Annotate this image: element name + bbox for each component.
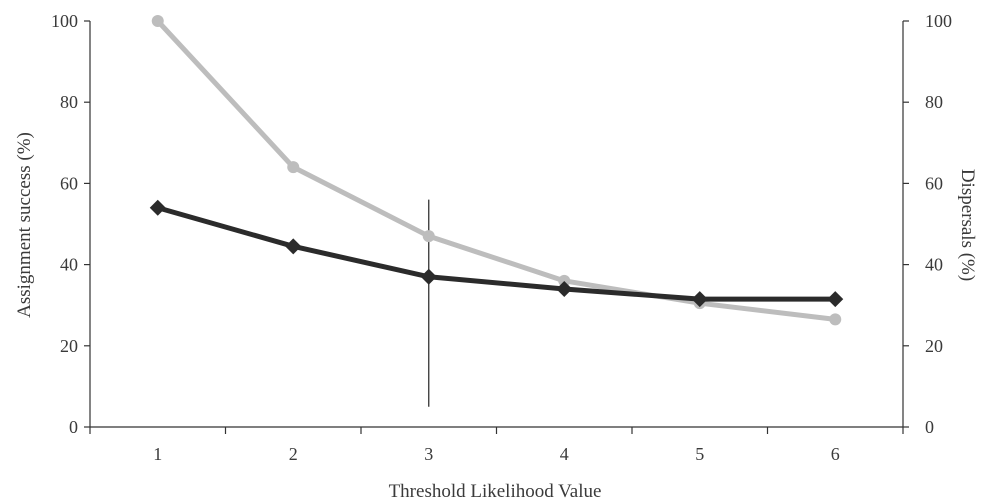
dispersals-point xyxy=(422,230,435,243)
assignment-success-point xyxy=(149,199,166,216)
ticks: 0 20 40 60 80 100 0 20 40 60 80 100 1 2 3 4 5 6 xyxy=(51,11,952,464)
x-tick-label: 5 xyxy=(695,444,704,464)
assignment-success-point xyxy=(420,268,437,285)
assignment-success-line xyxy=(155,205,838,302)
y-right-tick-label: 0 xyxy=(925,417,934,437)
y-left-tick-label: 40 xyxy=(60,255,78,275)
dispersals-point xyxy=(151,15,164,27)
dispersals-point xyxy=(829,313,842,326)
series-layer xyxy=(149,15,844,326)
x-tick-label: 3 xyxy=(424,444,433,464)
y-left-tick-label: 0 xyxy=(69,417,78,437)
x-axis-title: Threshold Likelihood Value xyxy=(389,481,602,502)
y-right-tick-label: 40 xyxy=(925,255,943,275)
y-right-tick-label: 60 xyxy=(925,173,943,193)
x-tick-label: 4 xyxy=(560,444,569,464)
y-axis-left-title: Assignment success (%) xyxy=(14,132,35,318)
assignment-success-point xyxy=(556,280,573,297)
y-right-tick-label: 80 xyxy=(925,92,943,112)
dispersals-point xyxy=(558,274,571,287)
y-axis-right-title: Dispersals (%) xyxy=(957,169,978,281)
y-left-tick-label: 100 xyxy=(51,11,78,31)
y-right-tick-label: 100 xyxy=(925,11,952,31)
x-tick-label: 2 xyxy=(289,444,298,464)
x-tick-label: 6 xyxy=(831,444,840,464)
x-tick-label: 1 xyxy=(153,444,162,464)
dispersals-point xyxy=(287,161,300,174)
y-left-tick-label: 60 xyxy=(60,173,78,193)
assignment-success-point xyxy=(285,238,302,255)
assignment-success-point xyxy=(827,291,844,308)
y-left-tick-label: 80 xyxy=(60,92,78,112)
dispersals-line xyxy=(155,18,838,322)
y-right-tick-label: 20 xyxy=(925,336,943,356)
assignment-success-point xyxy=(691,291,708,308)
y-left-tick-label: 20 xyxy=(60,336,78,356)
